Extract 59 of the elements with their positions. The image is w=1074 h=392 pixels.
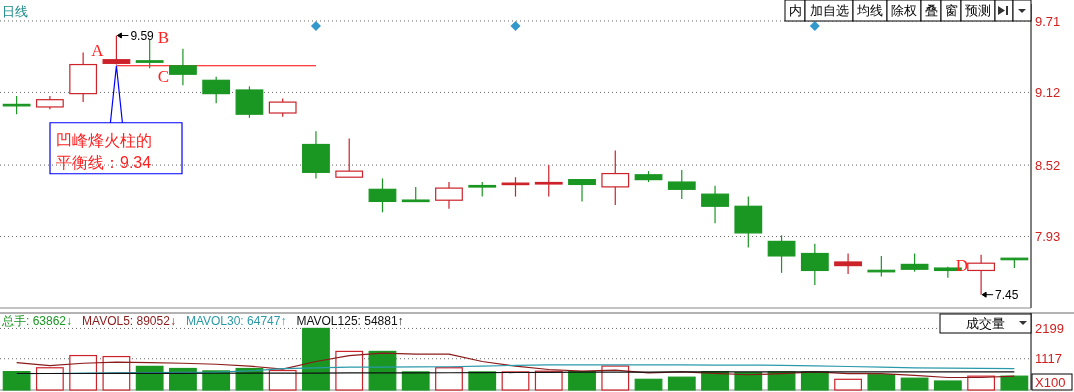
annotation: 窗 [944,3,958,18]
text: MAVOL5: 89052↓ [82,314,176,328]
bar [933,380,962,391]
chart-title: 日线 [2,4,28,19]
annotation: 预测 [965,3,991,18]
bar [900,377,929,391]
candlestick [534,164,563,198]
candlestick [102,34,131,66]
annotation: 均线 [856,3,883,18]
y-axis-title: X100 [1035,375,1066,390]
annotation: C [157,67,170,87]
annotation: 加自选 [809,3,849,18]
bar [2,371,31,391]
bar [302,327,330,391]
text: 总手: 63862↓ [1,314,73,328]
y-tick-label: 9.71 [1035,13,1061,29]
ref-line-label: 凹峰烽火柱的平衡线：9.34 [56,131,152,171]
bar [102,355,131,391]
dropdown-field: 成交量 [939,313,1032,334]
bar [867,374,896,391]
y-tick-label: 1117 [1035,351,1062,367]
annotation: B [157,28,170,48]
bar [767,371,796,391]
bar [701,371,729,391]
annotation: 7.45 [995,287,1019,302]
bar [468,371,497,391]
annotation: 除权 [891,3,917,18]
bar [800,371,829,391]
y-tick-label: 2199 [1035,320,1064,336]
bar [501,371,530,391]
text: MAVOL125: 54881↑ [296,314,404,328]
bar [967,375,996,391]
bar [69,354,98,391]
bar [634,378,663,391]
candlestick [834,252,862,275]
bar [435,367,463,391]
bar [834,378,862,391]
annotation: 叠 [924,3,938,18]
bar [401,371,430,391]
text: MAVOL30: 64747↑ [185,314,287,328]
bar [268,369,297,391]
candlestick [501,176,530,198]
y-tick-label: 8.52 [1035,157,1061,173]
bar [734,372,763,391]
bar [35,367,64,391]
bar [534,370,563,391]
bar [568,371,596,391]
annotation: 内 [788,3,802,18]
bar [667,376,696,391]
annotation: 9.59 [130,28,155,43]
bar [135,365,164,391]
y-tick-label: 9.12 [1035,84,1061,100]
bar [169,367,197,391]
candlestick [2,95,31,115]
annotation: 成交量 [965,316,1005,331]
line-series [16,352,1015,379]
annotation: D [955,255,969,275]
y-tick-label: 7.93 [1035,229,1061,245]
annotation: A [91,41,105,61]
